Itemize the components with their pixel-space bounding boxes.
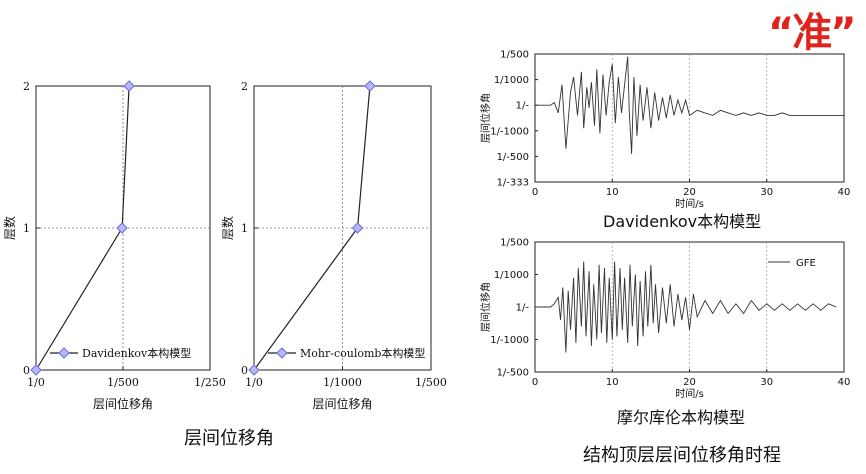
chart3-y-tick-label: 1/500 [500, 50, 529, 61]
chart2-y-tick-label: 2 [241, 80, 248, 93]
chart3-y-tick-label: 1/-333 [497, 178, 529, 189]
chart2-x-tick-label: 1/500 [415, 376, 447, 389]
chart2-x-tick-label: 1/1000 [323, 376, 362, 389]
chart3-x-tick-label: 10 [606, 187, 619, 198]
chart1-y-tick-label: 2 [23, 80, 30, 93]
chart1-y-axis-title: 层数 [2, 216, 17, 240]
chart4-y-tick-label: 1/-500 [497, 368, 529, 379]
chart4-y-tick-label: 1/500 [500, 238, 529, 249]
chart1-legend-marker [58, 347, 70, 359]
chart2-legend-marker [276, 347, 288, 359]
chart3-series-line [535, 56, 844, 154]
chart4-x-tick-label: 10 [606, 377, 619, 388]
chart4-y-tick-label: 1/1000 [494, 270, 529, 281]
chart3-y-tick-label: 1/1000 [494, 75, 529, 86]
chart2-x-axis-title: 层间位移角 [312, 396, 372, 411]
chart2-y-axis-title: 层数 [220, 216, 235, 240]
chart3-y-tick-label: 1/-500 [497, 152, 529, 163]
chart1-legend-label: Davidenkov本构模型 [82, 346, 191, 360]
caption-time-history: 结构顶层层间位移角时程 [583, 445, 781, 466]
stamp-mark: “准” [768, 10, 857, 56]
chart2-legend-label: Mohr-coulomb本构模型 [300, 346, 425, 360]
chart1-data-point [123, 80, 135, 92]
chart1-data-point [30, 364, 42, 376]
chart3-y-tick-label: 1/-1000 [490, 126, 529, 137]
chart3-y-tick-label: 1/- [516, 101, 530, 112]
chart1-x-tick-label: 1/500 [107, 376, 139, 389]
chart4-x-axis-title: 时间/s [675, 387, 704, 400]
chart4-y-axis-title: 层间位移角 [479, 282, 492, 332]
chart2-y-tick-label: 0 [241, 364, 248, 377]
chart4-x-tick-label: 0 [532, 377, 538, 388]
chart2-y-tick-label: 1 [241, 222, 248, 235]
chart1-y-tick-label: 0 [23, 364, 30, 377]
chart3-x-tick-label: 20 [683, 187, 696, 198]
chart4-x-tick-label: 30 [760, 377, 773, 388]
chart3-x-tick-label: 0 [532, 187, 538, 198]
chart1-x-tick-label: 1/250 [194, 376, 226, 389]
chart2-data-point [351, 222, 364, 234]
chart3-x-axis-title: 时间/s [675, 197, 704, 210]
chart4-y-tick-label: 1/- [516, 303, 530, 314]
chart3-y-axis-title: 层间位移角 [479, 93, 492, 143]
caption-story-drift: 层间位移角 [184, 428, 274, 449]
chart4-legend-label: GFE [796, 258, 816, 269]
caption-davidenkov: Davidenkov本构模型 [603, 212, 762, 231]
caption-mohr-coulomb: 摩尔库伦本构模型 [617, 408, 746, 427]
chart1-x-axis-title: 层间位移角 [93, 396, 153, 411]
chart2-x-tick-label: 1/0 [245, 376, 263, 389]
chart4-x-tick-label: 20 [683, 377, 696, 388]
chart1-data-point [116, 222, 128, 234]
chart1-x-tick-label: 1/0 [27, 376, 45, 389]
chart3-x-tick-label: 40 [838, 187, 851, 198]
chart3-x-tick-label: 30 [760, 187, 773, 198]
chart4-series-line [535, 261, 837, 353]
chart4-x-tick-label: 40 [838, 377, 851, 388]
chart1-y-tick-label: 1 [23, 222, 30, 235]
chart4-y-tick-label: 1/-1000 [490, 335, 529, 346]
chart2-data-point [364, 80, 376, 92]
chart2-data-point [248, 364, 260, 376]
